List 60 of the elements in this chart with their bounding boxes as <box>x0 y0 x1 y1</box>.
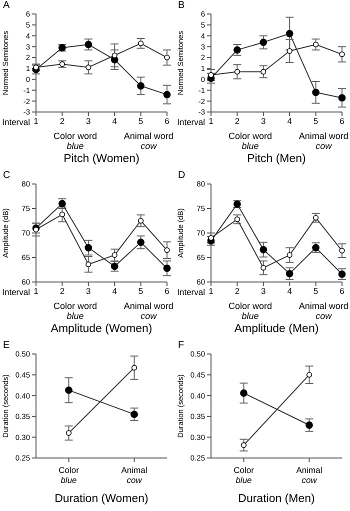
x-tick-label: 5 <box>313 286 318 296</box>
x-tick-label: 1 <box>208 286 214 296</box>
text: B <box>178 0 185 11</box>
text: Color word <box>228 301 272 311</box>
text: blue <box>240 311 260 321</box>
x-axis-title: Interval <box>177 117 206 127</box>
text: blue <box>66 311 85 321</box>
text: E <box>3 340 10 351</box>
x-tick-label: Color blue <box>58 465 80 485</box>
x-tick-label: 4 <box>112 116 118 126</box>
x-tick-label: 6 <box>164 286 170 296</box>
text: Duration (Men) <box>237 493 316 505</box>
x-axis-title: Interval <box>2 117 30 127</box>
x-tick-label: 6 <box>340 286 345 296</box>
text: Pitch (Men) <box>246 153 307 165</box>
text: Animal word <box>298 301 348 311</box>
text: D <box>178 170 186 181</box>
text: Color word <box>54 301 98 311</box>
text: A <box>3 0 10 11</box>
x-tick-label: 4 <box>287 116 292 126</box>
text: blue <box>240 141 260 151</box>
x-tick-label: 6 <box>164 116 170 126</box>
x-tick-label: Animal cow <box>296 465 322 485</box>
text: C <box>3 170 10 181</box>
x-tick-label: 6 <box>340 116 345 126</box>
x-tick-label: 1 <box>34 286 39 296</box>
text: Amplitude (Men) <box>233 323 320 335</box>
text: cow <box>140 311 158 321</box>
x-tick-label: 4 <box>287 286 292 296</box>
text: Color word <box>54 131 98 141</box>
x-tick-label: 5 <box>138 116 144 126</box>
x-tick-label: Color blue <box>234 465 254 485</box>
x-tick-label: 5 <box>138 286 144 296</box>
text: Pitch (Women) <box>62 153 140 165</box>
x-tick-label: 3 <box>261 286 266 296</box>
x-axis-title: Interval <box>2 287 30 297</box>
text: Animal word <box>298 131 348 141</box>
text: Duration (Women) <box>54 493 150 505</box>
x-tick-label: 2 <box>60 116 65 126</box>
x-tick-label: 1 <box>34 116 39 126</box>
x-tick-label: 3 <box>86 116 92 126</box>
x-tick-label: 4 <box>112 286 118 296</box>
text: cow <box>314 311 333 321</box>
x-tick-label: 1 <box>208 116 214 126</box>
x-tick-label: 2 <box>60 286 65 296</box>
text: Amplitude (Women) <box>50 323 154 335</box>
x-tick-label: 2 <box>234 286 240 296</box>
text: F <box>178 340 184 351</box>
text: cow <box>140 141 158 151</box>
text: Color word <box>228 131 272 141</box>
x-tick-label: 3 <box>86 286 92 296</box>
x-tick-label: 5 <box>313 116 318 126</box>
text: Animal word <box>124 131 174 141</box>
x-tick-label: Animal cow <box>121 465 148 485</box>
text: Animal word <box>124 301 174 311</box>
x-axis-title: Interval <box>177 287 206 297</box>
x-tick-label: 3 <box>261 116 266 126</box>
x-tick-label: 2 <box>234 116 240 126</box>
text: blue <box>66 141 85 151</box>
text: cow <box>314 141 333 151</box>
